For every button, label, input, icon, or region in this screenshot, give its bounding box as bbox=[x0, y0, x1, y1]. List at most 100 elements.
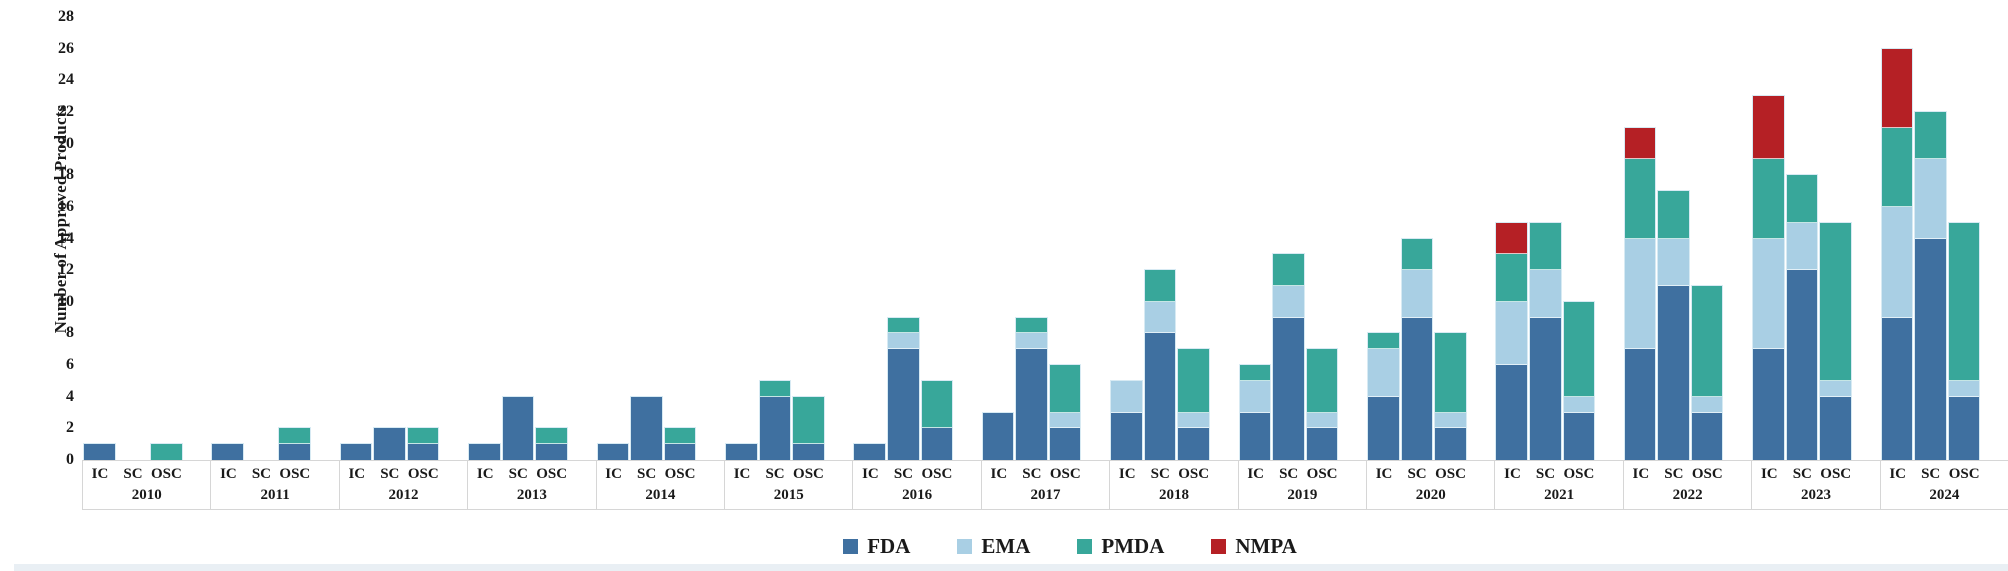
x-axis-cell: IC SC OSC 2012 bbox=[338, 460, 468, 510]
y-tick-label: 22 bbox=[58, 102, 74, 120]
sub-category-row: IC SC OSC bbox=[1883, 464, 1979, 484]
bar-segment-pmda bbox=[1915, 111, 1946, 160]
bar-segment-ema bbox=[1530, 270, 1561, 318]
bar-segment-pmda bbox=[407, 428, 439, 445]
bar-segment-fda bbox=[982, 412, 1014, 460]
sub-category-label: IC bbox=[605, 466, 622, 482]
bar-segment-fda bbox=[1273, 317, 1304, 460]
bar-2011-osc bbox=[278, 427, 311, 461]
bar-segment-fda bbox=[469, 444, 500, 460]
bar-2020-osc bbox=[1434, 332, 1467, 461]
x-axis-cell: IC SC OSC 2023 bbox=[1751, 460, 1880, 510]
bar-segment-fda bbox=[536, 444, 567, 460]
bars-area bbox=[1110, 269, 1210, 462]
bar-segment-pmda bbox=[1273, 254, 1304, 286]
bar-2021-osc bbox=[1562, 300, 1596, 462]
y-tick-label: 20 bbox=[58, 134, 74, 152]
bar-2019-ic bbox=[1238, 364, 1272, 461]
bar-segment-nmpa bbox=[1753, 96, 1784, 160]
bar-segment-ema bbox=[1496, 301, 1527, 366]
bar-segment-fda bbox=[374, 428, 405, 460]
bar-segment-ema bbox=[1658, 238, 1689, 286]
bar-2023-osc bbox=[1819, 221, 1852, 462]
x-axis-cell: IC SC OSC 2024 bbox=[1879, 460, 2008, 510]
bar-segment-nmpa bbox=[1881, 48, 1913, 128]
bar-segment-ema bbox=[887, 333, 919, 350]
bar-2020-ic bbox=[1367, 332, 1400, 461]
sub-category-label: IC bbox=[91, 466, 109, 482]
bar-segment-fda bbox=[664, 444, 696, 460]
year-label: 2023 bbox=[1800, 487, 1831, 503]
legend-swatch-ema bbox=[957, 538, 973, 554]
bar-2015-ic bbox=[725, 443, 758, 461]
sub-category-label: OSC bbox=[1820, 466, 1852, 482]
y-tick-label: 14 bbox=[58, 229, 74, 247]
bar-segment-fda bbox=[84, 444, 115, 460]
year-label: 2022 bbox=[1672, 487, 1703, 503]
year-group-2022: IC SC OSC 2022 bbox=[1622, 0, 1752, 571]
x-axis-cell: IC SC OSC 2020 bbox=[1366, 460, 1495, 510]
bar-2014-osc bbox=[663, 427, 697, 461]
sub-category-label: OSC bbox=[1049, 466, 1081, 482]
sub-category-label: OSC bbox=[1563, 466, 1595, 482]
bar-segment-nmpa bbox=[1496, 222, 1527, 255]
bar-segment-pmda bbox=[151, 444, 182, 460]
bars-area bbox=[725, 379, 825, 462]
bar-segment-ema bbox=[1753, 238, 1784, 350]
bar-segment-pmda bbox=[921, 380, 953, 429]
bar-segment-fda bbox=[759, 396, 791, 460]
legend-swatch-fda bbox=[843, 538, 859, 554]
year-group-2012: IC SC OSC 2012 bbox=[338, 0, 468, 571]
sub-category-label: IC bbox=[1247, 466, 1264, 482]
legend: FDA EMA PMDA NMPA bbox=[0, 533, 2008, 559]
x-axis-cell: IC SC OSC 2021 bbox=[1494, 460, 1623, 510]
sub-category-label: IC bbox=[1375, 466, 1393, 482]
bar-segment-fda bbox=[1948, 396, 1980, 460]
bar-segment-ema bbox=[1401, 270, 1433, 318]
bar-segment-fda bbox=[1368, 396, 1399, 460]
bar-2012-ic bbox=[339, 443, 373, 461]
bar-segment-pmda bbox=[1530, 222, 1561, 271]
bar-segment-pmda bbox=[1820, 222, 1851, 381]
bars-area bbox=[468, 395, 568, 462]
sub-category-row: IC SC OSC bbox=[727, 464, 824, 484]
y-tick-label: 18 bbox=[58, 166, 74, 184]
year-group-2015: IC SC OSC 2015 bbox=[724, 0, 853, 571]
sub-category-label: OSC bbox=[1691, 466, 1723, 482]
bar-2023-ic bbox=[1752, 95, 1785, 461]
bar-segment-fda bbox=[279, 444, 310, 460]
bar-2017-sc bbox=[1015, 316, 1048, 462]
year-label: 2020 bbox=[1415, 487, 1446, 503]
x-axis-cell: IC SC OSC 2011 bbox=[210, 460, 339, 510]
bar-segment-pmda bbox=[887, 317, 919, 334]
y-tick-label: 10 bbox=[58, 292, 74, 310]
bar-segment-fda bbox=[1915, 238, 1946, 460]
bar-segment-fda bbox=[1881, 317, 1913, 460]
bar-2019-osc bbox=[1305, 348, 1339, 461]
bar-2022-osc bbox=[1690, 284, 1724, 462]
bar-segment-pmda bbox=[664, 428, 696, 445]
bar-2022-sc bbox=[1657, 190, 1690, 461]
year-label: 2014 bbox=[645, 487, 676, 503]
sub-category-label: IC bbox=[862, 466, 879, 482]
sub-category-label: SC bbox=[893, 466, 914, 482]
bar-2021-sc bbox=[1529, 221, 1562, 462]
year-label: 2019 bbox=[1287, 487, 1318, 503]
bar-segment-pmda bbox=[1658, 191, 1689, 239]
bar-segment-fda bbox=[1111, 412, 1142, 460]
sub-category-row: IC SC OSC bbox=[342, 464, 438, 484]
sub-category-label: IC bbox=[1889, 466, 1907, 482]
bar-segment-pmda bbox=[1881, 127, 1913, 207]
bar-2012-sc bbox=[373, 427, 406, 461]
sub-category-label: SC bbox=[380, 466, 400, 482]
bar-2023-sc bbox=[1785, 174, 1819, 461]
sub-category-label: IC bbox=[348, 466, 366, 482]
x-axis-cell: IC SC OSC 2014 bbox=[595, 460, 725, 510]
sub-category-label: SC bbox=[1921, 466, 1941, 482]
legend-label: FDA bbox=[867, 534, 911, 558]
bar-segment-fda bbox=[887, 349, 919, 460]
bar-segment-pmda bbox=[1239, 365, 1271, 381]
year-label: 2010 bbox=[131, 487, 162, 503]
bar-segment-fda bbox=[212, 444, 243, 460]
